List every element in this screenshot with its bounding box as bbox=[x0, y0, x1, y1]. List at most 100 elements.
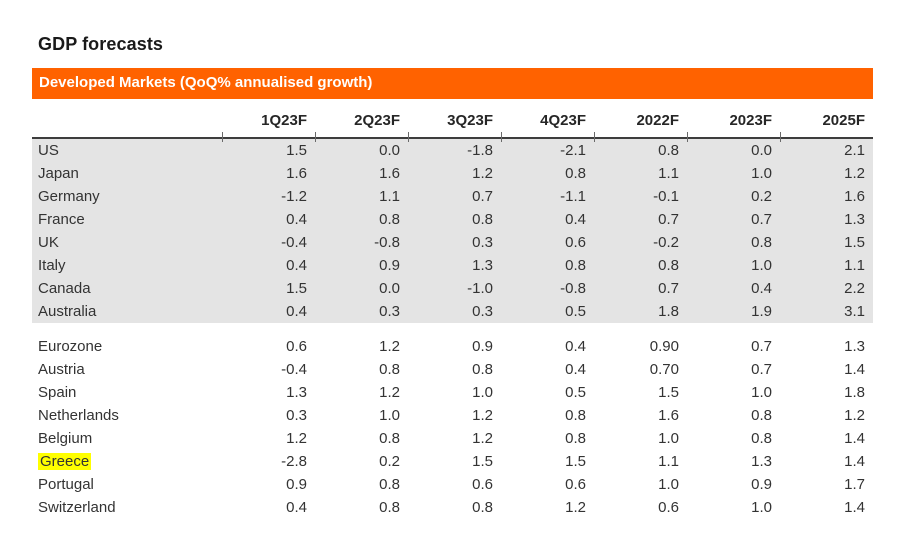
value-cell: 0.4 bbox=[751, 280, 772, 297]
value-cell: -1.0 bbox=[467, 280, 493, 297]
value-cell: 1.3 bbox=[751, 453, 772, 470]
group-spacer bbox=[32, 323, 873, 335]
value-cell: 0.9 bbox=[472, 338, 493, 355]
value-cell: 0.90 bbox=[649, 338, 679, 355]
value-cell: 0.70 bbox=[649, 361, 679, 378]
value-cell: 0.4 bbox=[565, 211, 586, 228]
table-row-belgium: Belgium 1.2 0.8 1.2 0.8 1.0 0.8 1.4 bbox=[32, 427, 873, 450]
row-label: Spain bbox=[38, 384, 77, 401]
value-cell: 1.0 bbox=[751, 257, 772, 274]
value-cell: 1.9 bbox=[751, 303, 772, 320]
row-label-cell: Switzerland bbox=[32, 496, 222, 519]
value-cell: 0.9 bbox=[286, 476, 307, 493]
value-cell: 1.1 bbox=[658, 165, 679, 182]
column-header-2022f: 2022F bbox=[594, 99, 687, 142]
value-cell: 0.6 bbox=[472, 476, 493, 493]
value-cell: -0.8 bbox=[560, 280, 586, 297]
row-label-cell: Canada bbox=[32, 277, 222, 300]
table-row-portugal: Portugal 0.9 0.8 0.6 0.6 1.0 0.9 1.7 bbox=[32, 473, 873, 496]
table-row-austria: Austria -0.4 0.8 0.8 0.4 0.70 0.7 1.4 bbox=[32, 358, 873, 381]
row-label-highlighted: Greece bbox=[38, 453, 92, 470]
value-cell: 0.8 bbox=[658, 142, 679, 159]
value-cell: 1.7 bbox=[844, 476, 865, 493]
value-cell: 0.8 bbox=[379, 499, 400, 516]
value-cell: 1.5 bbox=[472, 453, 493, 470]
column-header-3q23f: 3Q23F bbox=[408, 99, 501, 142]
value-cell: 1.5 bbox=[286, 280, 307, 297]
value-cell: 3.1 bbox=[844, 303, 865, 320]
value-cell: 1.2 bbox=[472, 165, 493, 182]
row-label: Canada bbox=[38, 280, 91, 297]
value-cell: 1.2 bbox=[844, 407, 865, 424]
row-label: Switzerland bbox=[38, 499, 116, 516]
value-cell: -0.4 bbox=[281, 234, 307, 251]
value-cell: 1.1 bbox=[658, 453, 679, 470]
value-cell: 0.8 bbox=[472, 211, 493, 228]
value-cell: 1.4 bbox=[844, 430, 865, 447]
value-cell: 0.3 bbox=[286, 407, 307, 424]
value-cell: 0.4 bbox=[286, 211, 307, 228]
value-cell: 1.0 bbox=[658, 476, 679, 493]
value-cell: 1.3 bbox=[844, 211, 865, 228]
row-label: UK bbox=[38, 234, 59, 251]
section-header-label: Developed Markets (QoQ% annualised growt… bbox=[39, 74, 373, 91]
value-cell: 1.4 bbox=[844, 453, 865, 470]
value-cell: 1.8 bbox=[844, 384, 865, 401]
row-label-cell: Austria bbox=[32, 358, 222, 381]
value-cell: 0.8 bbox=[379, 211, 400, 228]
value-cell: 0.7 bbox=[658, 280, 679, 297]
value-cell: -0.2 bbox=[653, 234, 679, 251]
table-row-spain: Spain 1.3 1.2 1.0 0.5 1.5 1.0 1.8 bbox=[32, 381, 873, 404]
value-cell: 0.4 bbox=[565, 361, 586, 378]
value-cell: -1.2 bbox=[281, 188, 307, 205]
row-label: Germany bbox=[38, 188, 100, 205]
value-cell: 2.1 bbox=[844, 142, 865, 159]
value-cell: 1.0 bbox=[751, 499, 772, 516]
value-cell: -0.4 bbox=[281, 361, 307, 378]
value-cell: 0.8 bbox=[565, 257, 586, 274]
row-label: Austria bbox=[38, 361, 85, 378]
value-cell: 0.7 bbox=[751, 211, 772, 228]
table-row-canada: Canada 1.5 0.0 -1.0 -0.8 0.7 0.4 2.2 bbox=[32, 277, 873, 300]
value-cell: 1.3 bbox=[286, 384, 307, 401]
value-cell: 0.8 bbox=[751, 430, 772, 447]
row-label-cell: Japan bbox=[32, 162, 222, 185]
row-label-cell: Italy bbox=[32, 254, 222, 277]
row-label-cell: Spain bbox=[32, 381, 222, 404]
value-cell: 0.8 bbox=[565, 407, 586, 424]
table-row-france: France 0.4 0.8 0.8 0.4 0.7 0.7 1.3 bbox=[32, 208, 873, 231]
value-cell: 0.8 bbox=[751, 407, 772, 424]
value-cell: 0.0 bbox=[379, 142, 400, 159]
value-cell: 0.4 bbox=[565, 338, 586, 355]
value-cell: 0.3 bbox=[472, 234, 493, 251]
value-cell: 0.6 bbox=[658, 499, 679, 516]
row-label-cell: Greece bbox=[32, 450, 222, 473]
value-cell: 0.7 bbox=[472, 188, 493, 205]
row-label-cell: Germany bbox=[32, 185, 222, 208]
value-cell: 0.3 bbox=[379, 303, 400, 320]
value-cell: 0.4 bbox=[286, 303, 307, 320]
value-cell: 1.4 bbox=[844, 361, 865, 378]
value-cell: 1.2 bbox=[472, 407, 493, 424]
group-spacer-cell bbox=[32, 323, 873, 335]
value-cell: 0.6 bbox=[286, 338, 307, 355]
row-label: Netherlands bbox=[38, 407, 119, 424]
value-cell: 0.7 bbox=[751, 338, 772, 355]
value-cell: 1.2 bbox=[379, 384, 400, 401]
value-cell: 1.2 bbox=[379, 338, 400, 355]
value-cell: 1.8 bbox=[658, 303, 679, 320]
value-cell: 0.4 bbox=[286, 257, 307, 274]
row-label: Portugal bbox=[38, 476, 94, 493]
value-cell: 1.0 bbox=[751, 165, 772, 182]
value-cell: 0.8 bbox=[565, 430, 586, 447]
value-cell: 0.6 bbox=[565, 476, 586, 493]
value-cell: 1.6 bbox=[844, 188, 865, 205]
table-row-australia: Australia 0.4 0.3 0.3 0.5 1.8 1.9 3.1 bbox=[32, 300, 873, 323]
row-label-cell: France bbox=[32, 208, 222, 231]
row-label-cell: Belgium bbox=[32, 427, 222, 450]
table-row-netherlands: Netherlands 0.3 1.0 1.2 0.8 1.6 0.8 1.2 bbox=[32, 404, 873, 427]
value-cell: 0.5 bbox=[565, 384, 586, 401]
value-cell: 1.3 bbox=[472, 257, 493, 274]
value-cell: 1.1 bbox=[379, 188, 400, 205]
